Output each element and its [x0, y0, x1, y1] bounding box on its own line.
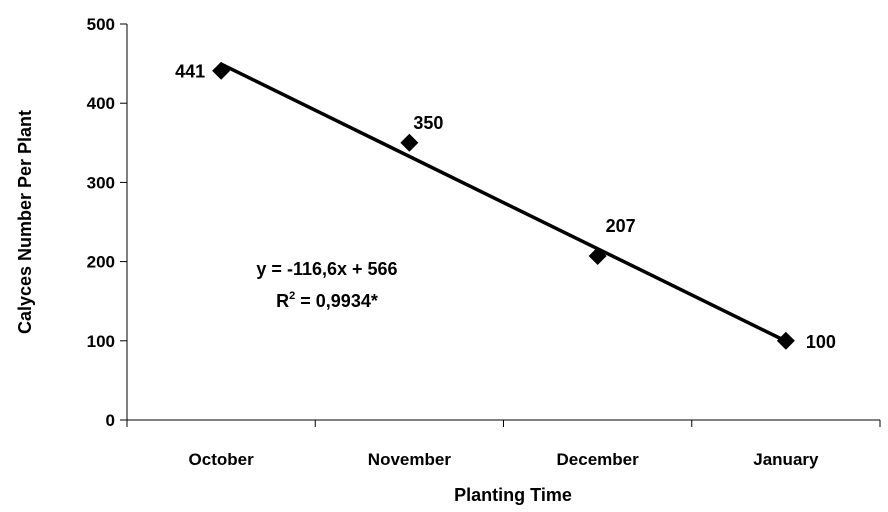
x-tick-label: January — [753, 450, 819, 469]
data-point — [212, 61, 231, 80]
y-ticks: 0 100 200 300 400 500 — [87, 15, 127, 430]
data-label: 100 — [806, 332, 836, 352]
data-point — [400, 133, 419, 152]
x-tick-label: November — [368, 450, 452, 469]
r-squared-exponent: 2 — [289, 290, 295, 302]
data-points — [212, 61, 795, 350]
trendline-equation: y = -116,6x + 566 — [256, 259, 397, 279]
data-label: 207 — [606, 216, 636, 236]
y-tick-label: 200 — [87, 253, 115, 272]
r-squared-label: R2 = 0,9934* — [276, 290, 378, 311]
x-tick-label: October — [189, 450, 255, 469]
data-label: 350 — [413, 113, 443, 133]
x-tick-label: December — [557, 450, 640, 469]
trendline — [220, 62, 787, 343]
data-label: 441 — [175, 62, 205, 82]
y-tick-label: 500 — [87, 15, 115, 34]
data-point — [588, 247, 607, 266]
axes — [126, 24, 880, 421]
y-tick-label: 0 — [106, 411, 115, 430]
data-labels: 441 350 207 100 — [175, 62, 836, 352]
y-axis-title: Calyces Number Per Plant — [15, 110, 35, 334]
y-tick-label: 300 — [87, 173, 115, 192]
r-squared-prefix: R — [276, 291, 289, 311]
x-ticks: October November December January — [126, 420, 881, 469]
x-axis-title: Planting Time — [454, 485, 572, 505]
r-squared-value: = 0,9934* — [295, 291, 378, 311]
y-tick-label: 100 — [87, 332, 115, 351]
data-point — [776, 331, 795, 350]
y-tick-label: 400 — [87, 94, 115, 113]
